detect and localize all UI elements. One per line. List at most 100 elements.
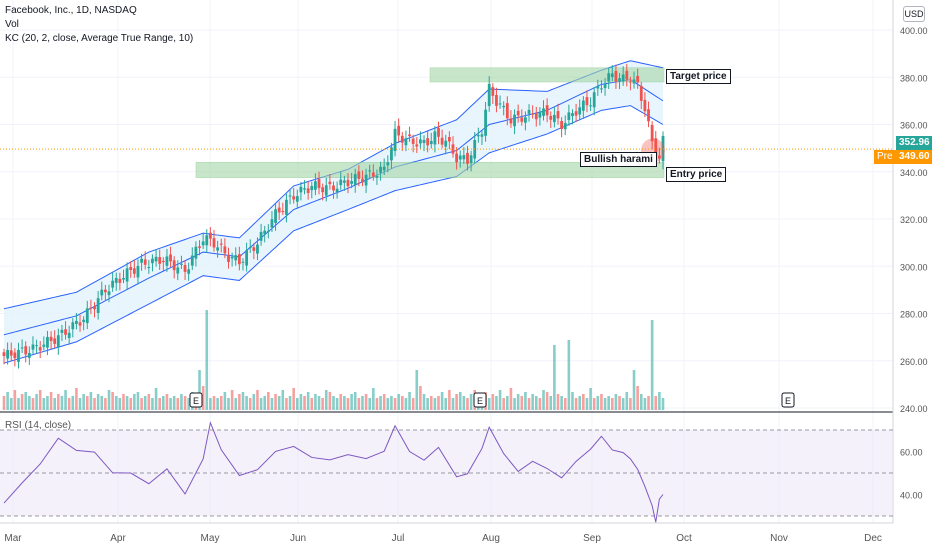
volume-bar <box>390 396 393 410</box>
volume-bar <box>487 398 491 410</box>
pre-price-tag: 349.60 <box>896 150 932 164</box>
candle-body <box>556 111 560 119</box>
volume-bar <box>35 394 38 410</box>
candle-body <box>216 247 220 251</box>
volume-bar <box>560 396 563 410</box>
candle-body <box>408 134 411 137</box>
volume-bar <box>245 396 248 410</box>
candle-body <box>60 329 64 333</box>
candle-body <box>592 92 596 108</box>
chart-legend: Facebook, Inc., 1D, NASDAQ Vol KC (20, 2… <box>5 4 193 46</box>
symbol-label: Facebook, Inc., 1D, NASDAQ <box>5 5 137 16</box>
candle-body <box>241 261 245 263</box>
candle-body <box>375 176 379 178</box>
candle-body <box>187 269 191 274</box>
volume-bar <box>2 396 6 410</box>
volume-bar <box>201 386 205 410</box>
volume-bar <box>259 398 263 410</box>
candle-body <box>422 139 426 144</box>
earnings-marker-label: E <box>785 396 791 406</box>
volume-bar <box>42 398 46 410</box>
volume-bar <box>506 396 509 410</box>
candle-body <box>288 195 292 197</box>
currency-button[interactable]: USD <box>903 6 925 22</box>
candle-body <box>444 140 448 147</box>
candle-body <box>361 178 364 183</box>
candle-body <box>223 246 227 254</box>
price-tick-label: 400.00 <box>900 26 928 36</box>
volume-bar <box>93 398 96 410</box>
candle-body <box>183 265 187 272</box>
candle-body <box>440 137 444 145</box>
candle-body <box>205 235 209 246</box>
candle-body <box>527 109 531 114</box>
volume-bar <box>82 394 85 410</box>
candle-body <box>219 243 223 245</box>
volume-bar <box>114 396 118 410</box>
rsi-label: RSI (14, close) <box>5 420 72 431</box>
candle-body <box>17 349 20 362</box>
volume-bar <box>216 398 219 410</box>
candle-body <box>303 188 306 190</box>
candle-body <box>549 115 553 120</box>
candle-body <box>274 209 277 223</box>
candle-body <box>85 308 89 324</box>
candle-body <box>13 352 17 359</box>
volume-bar <box>270 398 274 410</box>
candle-body <box>379 166 382 173</box>
volume-bar <box>6 392 9 410</box>
kc-label: KC (20, 2, close, Average True Range, 10… <box>5 33 194 44</box>
candle-body <box>371 172 375 177</box>
candle-body <box>212 238 216 248</box>
volume-bar <box>661 398 665 410</box>
candle-body <box>35 345 38 347</box>
candle-body <box>455 153 459 163</box>
volume-bar <box>364 394 368 410</box>
volume-bar <box>600 394 603 410</box>
volume-bar <box>429 396 433 410</box>
volume-bar <box>578 396 582 410</box>
candle-body <box>647 109 650 122</box>
volume-bar <box>89 392 93 410</box>
entry-price-label: Entry price <box>666 167 727 182</box>
volume-bar <box>400 396 404 410</box>
candle-body <box>462 155 466 160</box>
volume-bar <box>538 398 542 410</box>
time-tick-label: Dec <box>864 533 882 544</box>
candle-body <box>158 257 162 264</box>
candle-body <box>484 109 487 136</box>
volume-bar <box>125 396 129 410</box>
candle-body <box>100 289 104 296</box>
volume-bar <box>455 394 458 410</box>
volume-bar <box>223 392 227 410</box>
candle-body <box>136 265 140 278</box>
volume-bar <box>176 398 180 410</box>
volume-bar <box>209 398 212 410</box>
candle-body <box>469 155 473 164</box>
time-tick-label: Aug <box>482 533 500 544</box>
time-tick-label: Sep <box>583 533 601 544</box>
candle-body <box>122 277 125 280</box>
price-tick-label: 260.00 <box>900 357 928 367</box>
candle-body <box>400 135 404 143</box>
candle-body <box>103 289 107 293</box>
candle-body <box>335 188 339 193</box>
volume-bar <box>46 396 49 410</box>
candle-body <box>447 137 451 142</box>
candle-body <box>491 87 495 96</box>
candle-body <box>20 347 24 349</box>
candle-body <box>324 185 328 196</box>
volume-bar <box>162 396 165 410</box>
candle-body <box>563 122 567 130</box>
last-price-tag: 352.96 <box>896 136 932 150</box>
earnings-marker-label: E <box>477 396 483 406</box>
volume-bar <box>234 398 238 410</box>
volume-bar <box>295 398 299 410</box>
volume-bar <box>393 398 397 410</box>
candle-body <box>310 185 314 191</box>
candle-body <box>27 353 31 358</box>
time-tick-label: Oct <box>676 533 692 544</box>
target-price-label: Target price <box>666 69 731 84</box>
volume-bar <box>53 398 56 410</box>
